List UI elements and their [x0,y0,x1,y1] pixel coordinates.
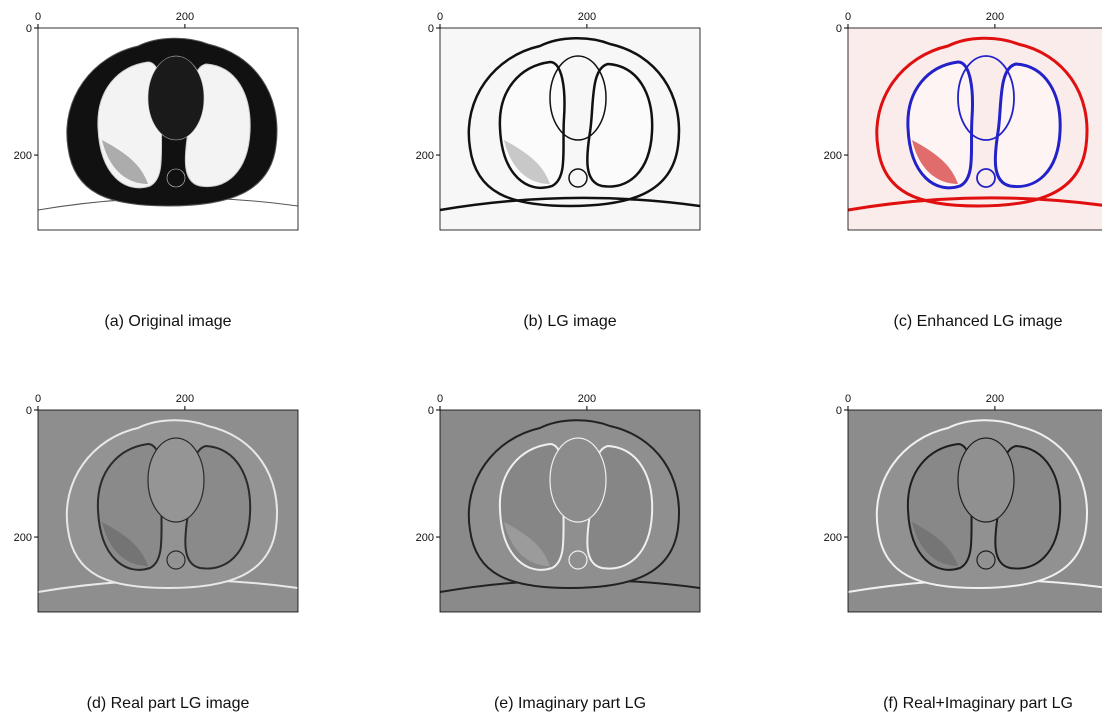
x-tick-label: 200 [986,11,1004,23]
x-tick-label: 0 [845,11,851,23]
caption: (a) Original image [104,313,231,330]
ct-image [848,410,1102,612]
ct-image [848,28,1102,230]
x-tick-label: 200 [176,393,194,405]
y-tick-label: 200 [416,532,434,544]
image-panel: 0 200 0 200 [416,393,700,612]
caption: (b) LG image [523,313,616,330]
y-tick-label: 0 [428,405,434,417]
ct-image [440,410,700,612]
y-tick-label: 0 [836,405,842,417]
image-panel: 0 200 0 200 [14,11,298,230]
y-tick-label: 0 [836,23,842,35]
y-tick-label: 200 [416,150,434,162]
x-tick-label: 0 [845,393,851,405]
heart [148,56,204,140]
x-tick-label: 200 [578,11,596,23]
image-panel: 0 200 0 200 [824,11,1102,230]
caption: (c) Enhanced LG image [894,313,1063,330]
caption: (f) Real+Imaginary part LG [883,695,1073,712]
x-tick-label: 0 [437,11,443,23]
heart [148,438,204,522]
image-panel: 0 200 0 200 [14,393,298,612]
x-tick-label: 200 [578,393,596,405]
y-tick-label: 0 [428,23,434,35]
y-tick-label: 200 [824,532,842,544]
y-tick-label: 0 [26,405,32,417]
caption: (d) Real part LG image [87,695,250,712]
image-panel: 0 200 0 200 [416,11,700,230]
y-tick-label: 200 [14,532,32,544]
heart [958,438,1014,522]
y-tick-label: 200 [14,150,32,162]
figure: 0 200 0 200 (a) Original image 0 200 0 200 (b) LG… [0,0,1102,715]
x-tick-label: 0 [437,393,443,405]
image-panel: 0 200 0 200 [824,393,1102,612]
heart [550,438,606,522]
x-tick-label: 0 [35,11,41,23]
x-tick-label: 0 [35,393,41,405]
ct-image [38,28,298,230]
ct-image [440,28,700,230]
y-tick-label: 200 [824,150,842,162]
y-tick-label: 0 [26,23,32,35]
caption: (e) Imaginary part LG [494,695,646,712]
x-tick-label: 200 [986,393,1004,405]
x-tick-label: 200 [176,11,194,23]
ct-image [38,410,298,612]
